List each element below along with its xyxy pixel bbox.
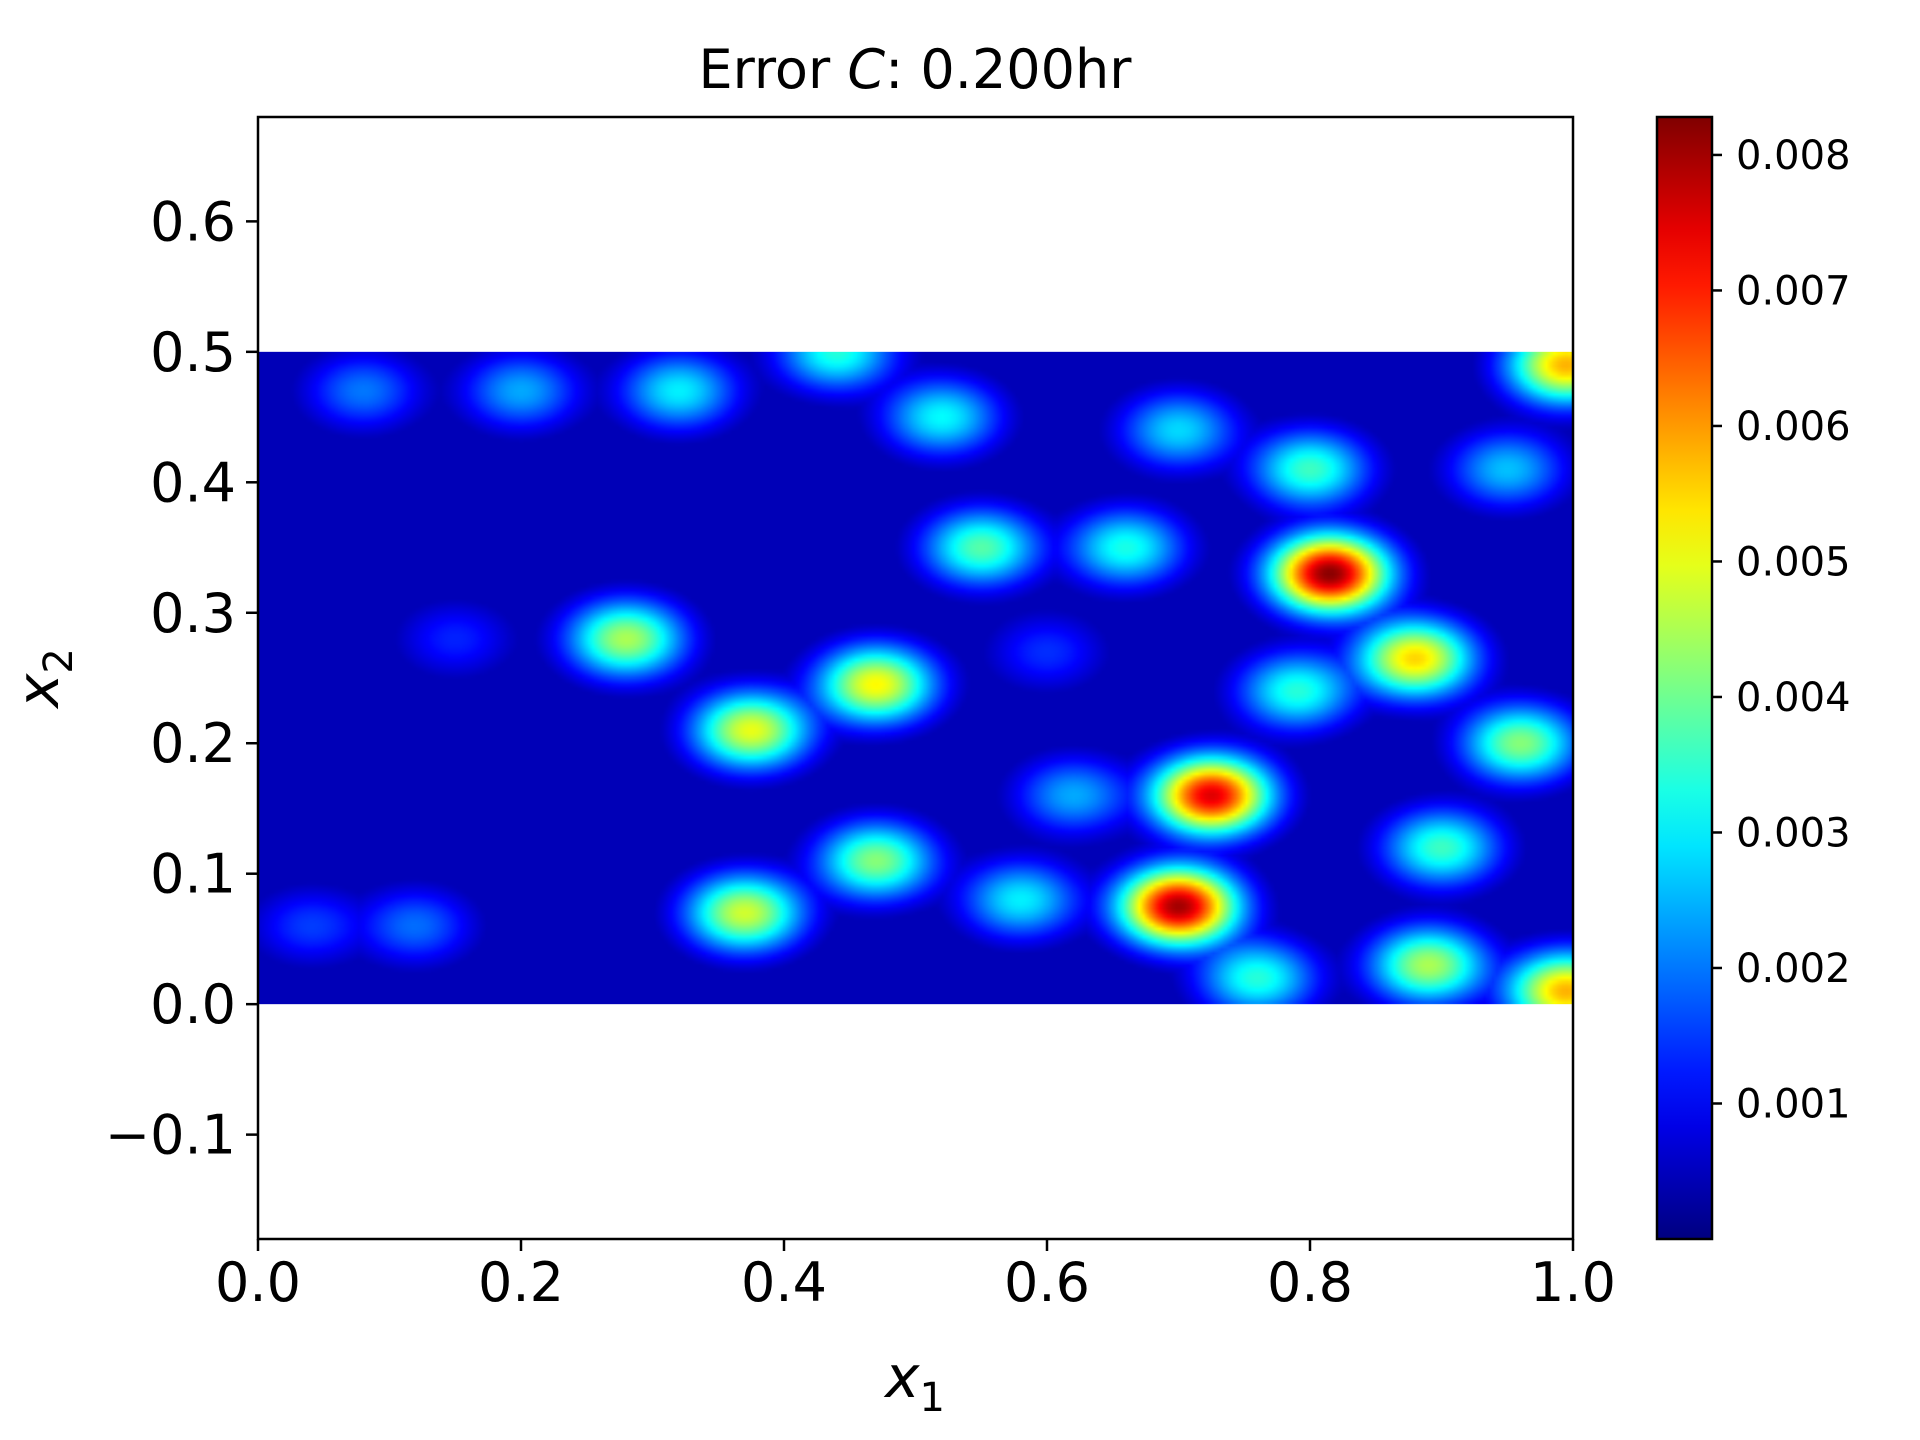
x-axis: 0.0 0.2 0.4 0.6 0.8 1.0 [215, 1239, 1616, 1314]
heatmap-field [258, 351, 1573, 1005]
x-tick-label: 0.4 [741, 1251, 827, 1314]
y-tick-label: 0.0 [150, 973, 236, 1036]
y-tick-label: 0.5 [150, 321, 236, 384]
colorbar-ticks: 0.001 0.002 0.003 0.004 0.005 0.006 0.007 0.008 [1712, 133, 1851, 1127]
chart-title: Error C: 0.200hr [699, 38, 1133, 101]
y-tick-label: 0.2 [150, 712, 236, 775]
colorbar [1655, 115, 1714, 1241]
x-axis-label: x1 [883, 1343, 945, 1421]
x-tick-label: 0.0 [215, 1251, 301, 1314]
colorbar-tick-label: 0.006 [1736, 404, 1851, 450]
x-tick-label: 0.6 [1004, 1251, 1090, 1314]
colorbar-tick-label: 0.004 [1736, 675, 1851, 721]
y-axis-label-base: x [4, 673, 72, 710]
y-axis-label-sub: 2 [36, 648, 82, 673]
x-tick-label: 0.2 [478, 1251, 564, 1314]
colorbar-tick-label: 0.002 [1736, 946, 1851, 992]
x-axis-label-base: x [883, 1343, 920, 1411]
chart-title-variable: C [847, 38, 885, 101]
colorbar-tick-label: 0.008 [1736, 133, 1851, 179]
colorbar-tick-label: 0.007 [1736, 268, 1851, 314]
y-tick-label: 0.3 [150, 582, 236, 645]
y-axis-label: x2 [4, 648, 82, 710]
x-axis-label-sub: 1 [919, 1375, 944, 1421]
colorbar-tick-label: 0.001 [1736, 1081, 1851, 1127]
x-tick-label: 0.8 [1267, 1251, 1353, 1314]
y-axis: −0.1 0.0 0.1 0.2 0.3 0.4 0.5 0.6 [105, 190, 258, 1167]
y-tick-label: −0.1 [105, 1104, 236, 1167]
x-tick-label: 1.0 [1530, 1251, 1616, 1314]
colorbar-tick-label: 0.003 [1736, 810, 1851, 856]
colorbar-tick-label: 0.005 [1736, 539, 1851, 585]
y-tick-label: 0.4 [150, 451, 236, 514]
y-tick-label: 0.1 [150, 843, 236, 906]
chart-title-prefix: Error [699, 38, 848, 101]
plot-frame [256, 115, 1575, 1241]
y-tick-label: 0.6 [150, 190, 236, 253]
chart-title-suffix: : 0.200hr [885, 38, 1132, 101]
